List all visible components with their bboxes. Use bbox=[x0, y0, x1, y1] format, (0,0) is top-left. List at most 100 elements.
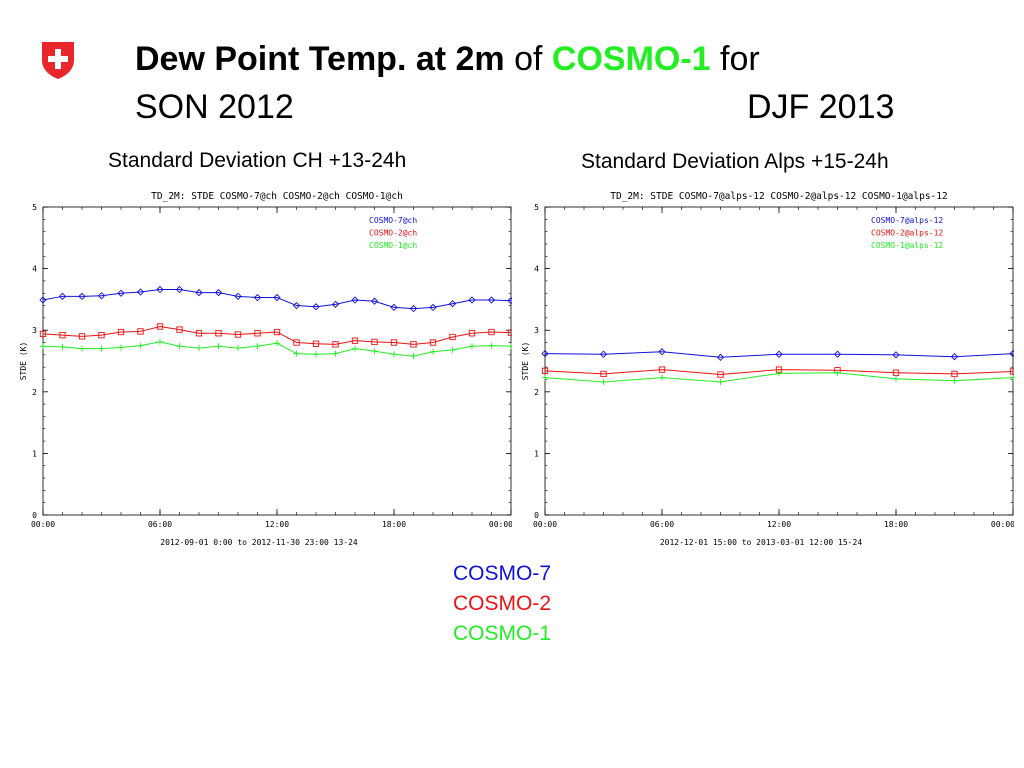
data-point-diamond bbox=[429, 303, 437, 312]
data-point-diamond bbox=[117, 289, 125, 297]
data-point-diamond bbox=[716, 353, 725, 361]
x-tick-label: 12:00 bbox=[767, 520, 791, 529]
data-point-square bbox=[717, 371, 724, 378]
data-point-diamond bbox=[78, 292, 86, 300]
chart-title: TD_2M: STDE COSMO-7@alps-12 COSMO-2@alps… bbox=[610, 191, 947, 202]
data-point-plus bbox=[834, 369, 841, 376]
data-point-square bbox=[78, 333, 86, 340]
data-point-plus bbox=[293, 350, 300, 357]
data-point-plus bbox=[659, 374, 665, 381]
data-point-plus bbox=[176, 343, 183, 350]
y-tick-label: 0 bbox=[32, 511, 37, 520]
data-point-square bbox=[293, 339, 300, 346]
y-tick-label: 5 bbox=[32, 203, 37, 212]
data-point-square bbox=[39, 330, 47, 338]
data-point-square bbox=[176, 326, 183, 333]
data-point-square bbox=[390, 339, 398, 346]
data-point-square bbox=[215, 330, 222, 337]
data-point-diamond bbox=[390, 303, 398, 312]
x-tick-label: 00:00 bbox=[31, 520, 55, 529]
data-point-diamond bbox=[253, 293, 262, 302]
data-point-square bbox=[488, 328, 495, 336]
y-tick-label: 4 bbox=[32, 265, 37, 274]
data-point-diamond bbox=[833, 350, 842, 358]
y-tick-label: 0 bbox=[534, 511, 539, 520]
data-point-square bbox=[156, 323, 164, 330]
data-point-diamond bbox=[448, 300, 457, 308]
data-point-diamond bbox=[234, 292, 242, 300]
data-point-plus bbox=[254, 343, 261, 350]
data-point-plus bbox=[371, 348, 378, 355]
series-line bbox=[544, 369, 1014, 376]
title-for: for bbox=[710, 40, 760, 78]
data-point-square bbox=[600, 370, 607, 378]
data-point-plus bbox=[951, 377, 958, 384]
swiss-shield-logo bbox=[42, 42, 74, 79]
data-point-diamond bbox=[370, 297, 379, 305]
legend-cosmo-2: COSMO-2 bbox=[453, 592, 552, 615]
data-point-square bbox=[332, 341, 339, 348]
chart-title: TD_2M: STDE COSMO-7@ch COSMO-2@ch COSMO-… bbox=[151, 191, 403, 202]
subtitle-left: Standard Deviation CH +13-24h bbox=[108, 149, 407, 172]
data-point-plus bbox=[600, 378, 607, 385]
data-point-diamond bbox=[156, 285, 164, 294]
data-point-square bbox=[449, 333, 456, 341]
data-point-plus bbox=[717, 378, 724, 385]
x-tick-label: 00:00 bbox=[533, 520, 557, 529]
legend-entry: COSMO-1@alps-12 bbox=[871, 241, 943, 250]
y-tick-label: 3 bbox=[534, 326, 539, 335]
data-point-plus bbox=[59, 343, 66, 350]
data-point-plus bbox=[274, 340, 280, 347]
data-point-plus bbox=[488, 342, 495, 349]
data-point-diamond bbox=[468, 296, 476, 304]
data-point-square bbox=[98, 331, 105, 339]
data-point-plus bbox=[410, 353, 417, 360]
data-point-plus bbox=[196, 345, 202, 352]
series-line bbox=[42, 325, 512, 345]
data-point-plus bbox=[40, 343, 46, 350]
subtitle-right: Standard Deviation Alps +15-24h bbox=[581, 150, 889, 173]
data-point-diamond bbox=[175, 285, 184, 294]
y-tick-label: 5 bbox=[534, 203, 539, 212]
data-point-diamond bbox=[507, 296, 512, 305]
data-point-diamond bbox=[58, 292, 67, 300]
series-line bbox=[42, 289, 512, 310]
data-point-diamond bbox=[214, 288, 223, 297]
data-point-square bbox=[195, 330, 203, 337]
x-tick-label: 00:00 bbox=[489, 520, 512, 529]
data-point-diamond bbox=[136, 288, 145, 296]
data-point-diamond bbox=[292, 301, 301, 310]
x-axis-label: 2012-12-01 15:00 to 2013-03-01 12:00 15-… bbox=[660, 538, 862, 547]
y-tick-label: 1 bbox=[534, 449, 539, 458]
data-point-plus bbox=[137, 342, 144, 349]
data-point-diamond bbox=[775, 350, 783, 358]
legend-entry: COSMO-1@ch bbox=[369, 241, 417, 250]
data-point-plus bbox=[215, 343, 222, 350]
data-point-square bbox=[234, 331, 242, 338]
data-point-square bbox=[1009, 368, 1014, 375]
x-tick-label: 18:00 bbox=[382, 520, 406, 529]
x-tick-label: 00:00 bbox=[991, 520, 1014, 529]
data-point-plus bbox=[449, 346, 456, 353]
data-point-plus bbox=[352, 345, 358, 352]
data-point-square bbox=[541, 367, 549, 375]
x-tick-label: 18:00 bbox=[884, 520, 908, 529]
title-model: COSMO-1 bbox=[551, 40, 711, 78]
data-point-square bbox=[117, 328, 125, 336]
data-point-square bbox=[410, 341, 417, 348]
data-point-plus bbox=[542, 374, 548, 381]
data-point-square bbox=[312, 340, 320, 347]
data-point-diamond bbox=[599, 350, 608, 358]
data-point-diamond bbox=[39, 296, 47, 304]
x-tick-label: 06:00 bbox=[148, 520, 172, 529]
legend-cosmo-7: COSMO-7 bbox=[453, 562, 552, 585]
title-of: of bbox=[504, 40, 552, 78]
series-line bbox=[544, 351, 1014, 358]
y-tick-label: 2 bbox=[32, 388, 37, 397]
data-point-plus bbox=[98, 345, 105, 352]
data-point-diamond bbox=[658, 348, 666, 356]
y-tick-label: 3 bbox=[32, 326, 37, 335]
data-point-plus bbox=[79, 345, 85, 352]
data-point-plus bbox=[469, 343, 475, 350]
data-point-diamond bbox=[1009, 349, 1014, 358]
